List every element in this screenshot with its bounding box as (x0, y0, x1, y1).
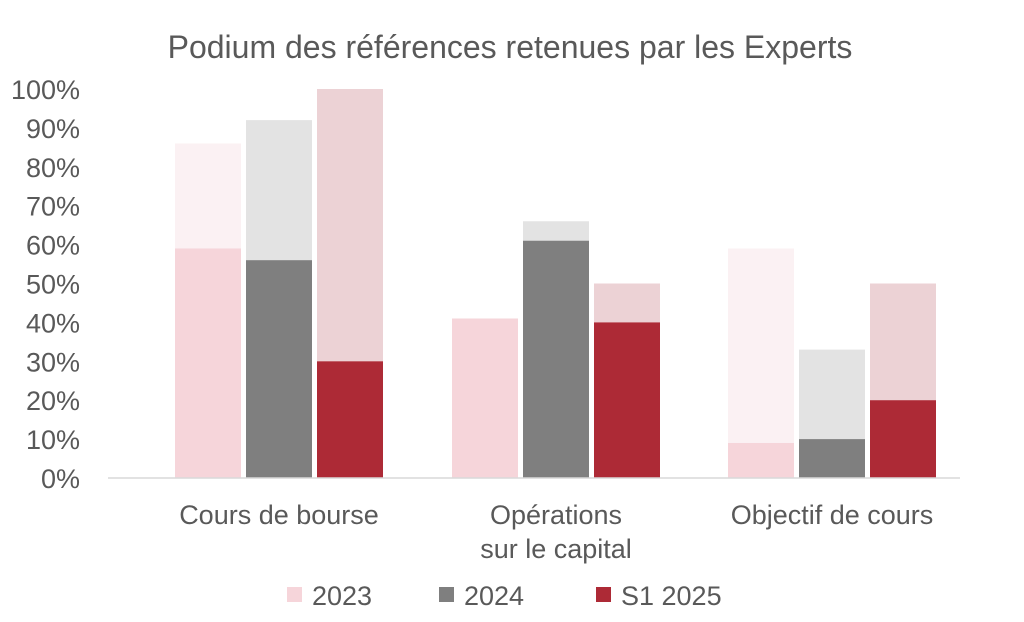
bar (317, 361, 383, 478)
x-tick-label: Cours de bourse (179, 500, 379, 530)
bar (594, 322, 660, 478)
bar (452, 318, 518, 478)
y-tick-label: 20% (26, 386, 80, 416)
y-tick-label: 60% (26, 231, 80, 261)
bar (728, 442, 794, 478)
chart-title: Podium des références retenues par les E… (168, 29, 853, 65)
y-tick-label: 80% (26, 153, 80, 183)
bar-total (523, 221, 589, 241)
legend-swatch (287, 587, 302, 602)
bar (523, 240, 589, 478)
y-tick-label: 40% (26, 308, 80, 338)
legend-swatch (439, 587, 454, 602)
x-tick-label: sur le capital (480, 534, 632, 564)
y-tick-label: 30% (26, 347, 80, 377)
y-axis: 0% 10% 20% 30% 40% 50% 60% 70% 80% 90% 100% (11, 75, 80, 494)
x-tick-label: Objectif de cours (731, 500, 934, 530)
bar-total (594, 283, 660, 323)
bar-total (799, 349, 865, 440)
bar (799, 439, 865, 478)
y-tick-label: 0% (41, 464, 80, 494)
legend: 2023 2024 S1 2025 (287, 581, 722, 611)
bar (175, 248, 241, 478)
y-tick-label: 70% (26, 192, 80, 222)
y-tick-label: 100% (11, 75, 80, 105)
x-axis: Cours de bourse Opérations sur le capital O… (179, 500, 933, 564)
x-tick-label: Opérations (490, 500, 622, 530)
legend-label: 2024 (464, 581, 524, 611)
bars (175, 89, 936, 478)
legend-label: 2023 (312, 581, 372, 611)
bar (246, 260, 312, 478)
legend-label: S1 2025 (621, 581, 722, 611)
bar-total (175, 143, 241, 249)
bar-total (870, 283, 936, 401)
y-tick-label: 50% (26, 270, 80, 300)
bar-total (728, 248, 794, 443)
bar-total (317, 89, 383, 362)
bar-total (246, 120, 312, 261)
bar (870, 400, 936, 478)
y-tick-label: 90% (26, 114, 80, 144)
y-tick-label: 10% (26, 425, 80, 455)
legend-swatch (596, 587, 611, 602)
